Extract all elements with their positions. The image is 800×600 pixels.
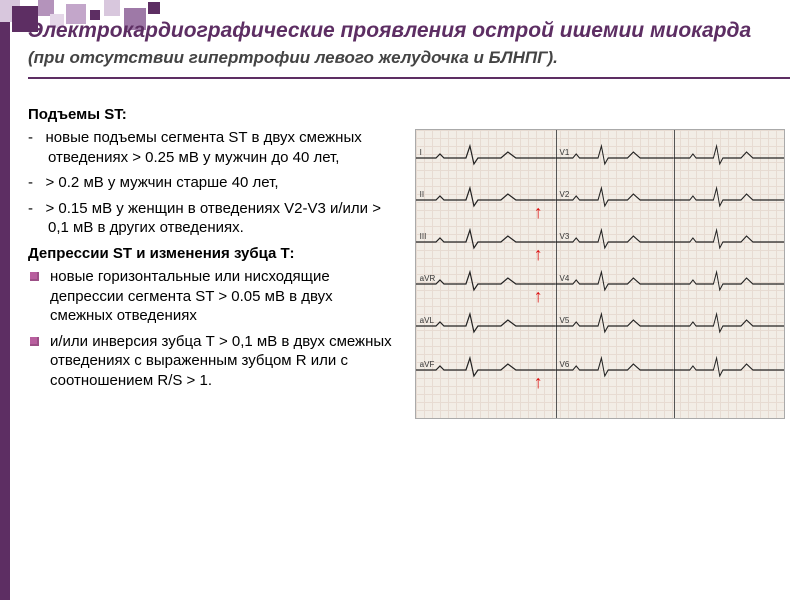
- ecg-lead-label: V6: [560, 360, 570, 369]
- ecg-lead-label: aVF: [420, 360, 435, 369]
- ecg-lead-label: V3: [560, 232, 570, 241]
- ecg-lead-label: V1: [560, 148, 570, 157]
- ecg-lead-label: V5: [560, 316, 570, 325]
- slide-content: Электрокардиографические проявления остр…: [28, 18, 790, 419]
- title-main: Электрокардиографические проявления остр…: [28, 19, 751, 42]
- slide-title: Электрокардиографические проявления остр…: [28, 18, 790, 79]
- ecg-lead-label: V4: [560, 274, 570, 283]
- ecg-trace: [416, 284, 556, 285]
- deco-square: [148, 2, 160, 14]
- ecg-arrow-icon: ↑: [534, 244, 543, 265]
- ecg-trace: [556, 326, 674, 327]
- ecg-trace: [416, 370, 556, 371]
- ecg-trace: [416, 158, 556, 159]
- ecg-lead-label: aVL: [420, 316, 434, 325]
- ecg-lead-label: V2: [560, 190, 570, 199]
- ecg-trace: [556, 242, 674, 243]
- ecg-trace: [556, 200, 674, 201]
- ecg-trace: [674, 242, 784, 243]
- ecg-trace: [674, 158, 784, 159]
- ecg-trace: [674, 200, 784, 201]
- decorative-left-bar: [0, 0, 10, 600]
- ecg-lead-label: aVR: [420, 274, 436, 283]
- body-row: Подъемы ST: новые подъемы сегмента ST в …: [28, 99, 790, 419]
- list-item: > 0.2 мВ у мужчин старше 40 лет,: [28, 173, 398, 193]
- section2-list: новые горизонтальные или нисходящие депр…: [28, 267, 398, 390]
- ecg-figure: I V1 II V2 III V3 aVR V4 aVL V5 aVF V6 ↑ ↑ ↑ ↑: [415, 129, 785, 419]
- list-item: > 0.15 мВ у женщин в отведениях V2-V3 и/…: [28, 199, 398, 238]
- image-column: I V1 II V2 III V3 aVR V4 aVL V5 aVF V6 ↑ ↑ ↑ ↑: [410, 99, 790, 419]
- ecg-trace: [556, 284, 674, 285]
- ecg-trace: [416, 242, 556, 243]
- ecg-lead-label: III: [420, 232, 427, 241]
- section1-list: новые подъемы сегмента ST в двух смежных…: [28, 128, 398, 238]
- list-item: новые подъемы сегмента ST в двух смежных…: [28, 128, 398, 167]
- ecg-trace: [556, 370, 674, 371]
- ecg-arrow-icon: ↑: [534, 202, 543, 223]
- ecg-trace: [416, 200, 556, 201]
- ecg-arrow-icon: ↑: [534, 286, 543, 307]
- ecg-trace: [556, 158, 674, 159]
- ecg-lead-label: I: [420, 148, 422, 157]
- ecg-trace: [674, 284, 784, 285]
- deco-square: [104, 0, 120, 16]
- section2-heading: Депрессии ST и изменения зубца Т:: [28, 244, 398, 264]
- list-item: новые горизонтальные или нисходящие депр…: [28, 267, 398, 326]
- title-subtitle: (при отсутствии гипертрофии левого желуд…: [28, 48, 558, 67]
- ecg-lead-label: II: [420, 190, 424, 199]
- ecg-trace: [674, 326, 784, 327]
- ecg-trace: [674, 370, 784, 371]
- section1-heading: Подъемы ST:: [28, 105, 398, 125]
- ecg-arrow-icon: ↑: [534, 372, 543, 393]
- ecg-trace: [416, 326, 556, 327]
- text-column: Подъемы ST: новые подъемы сегмента ST в …: [28, 99, 398, 419]
- list-item: и/или инверсия зубца Т > 0,1 мВ в двух с…: [28, 332, 398, 391]
